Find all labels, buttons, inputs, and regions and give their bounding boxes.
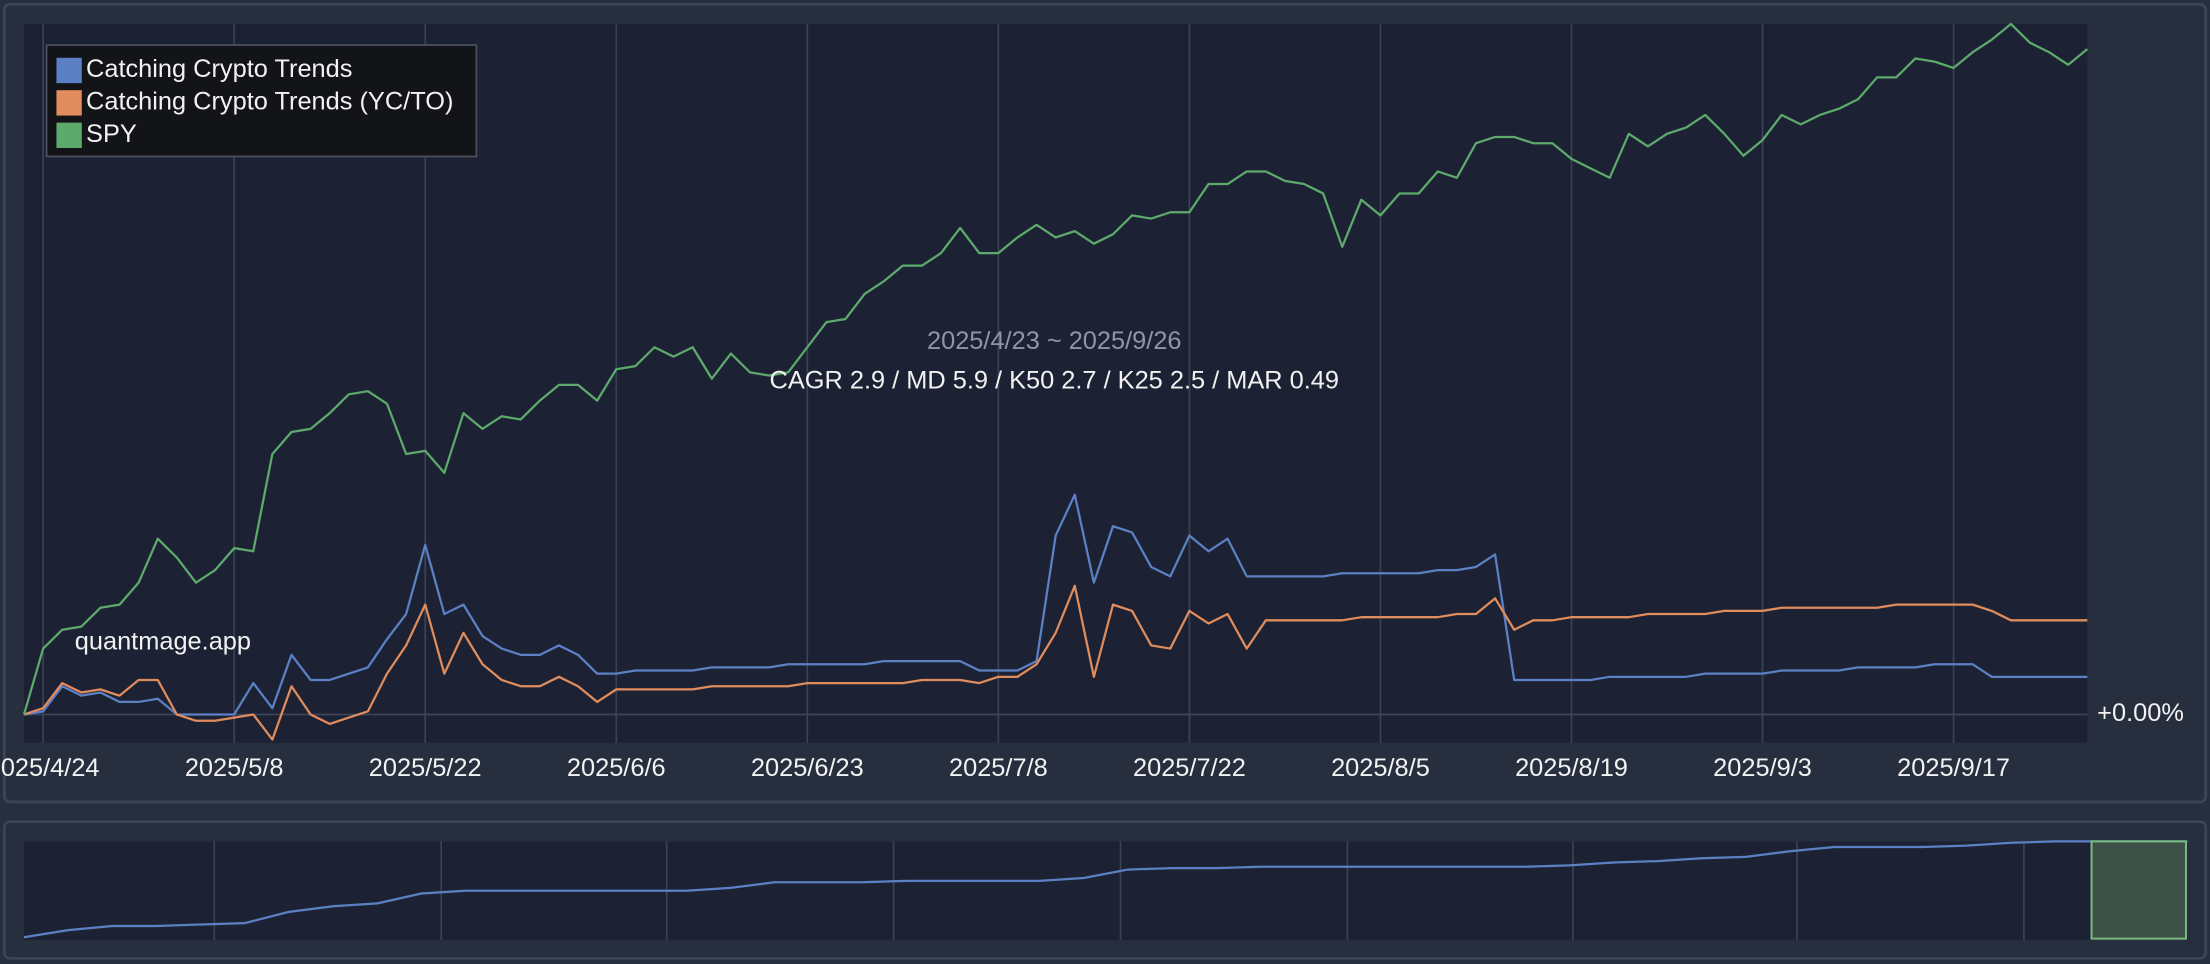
navigator-selection[interactable]	[2090, 840, 2188, 940]
series-line	[23, 840, 2188, 939]
y-tick-label: +0.00%	[2097, 699, 2184, 727]
x-tick-label: 2025/9/17	[1897, 754, 2010, 782]
legend-label: Catching Crypto Trends (YC/TO)	[86, 88, 453, 116]
x-tick-label: 2025/9/3	[1713, 754, 1812, 782]
x-tick-label: 2025/6/6	[567, 754, 666, 782]
x-tick-label: 2025/8/19	[1515, 754, 1628, 782]
series-line	[22, 22, 2089, 715]
legend: Catching Crypto Trends Catching Crypto Tr…	[45, 44, 478, 158]
x-tick-label: 2025/5/22	[369, 754, 482, 782]
lines	[22, 22, 2188, 939]
period: 2025/4/23 ~ 2025/9/26	[927, 327, 1182, 355]
x-tick-label: 2025/4/24	[0, 754, 100, 782]
legend-swatch	[56, 122, 82, 148]
legend-box	[45, 44, 478, 158]
x-tick-label: 2025/8/5	[1331, 754, 1430, 782]
watermark: quantmage.app	[75, 627, 251, 655]
legend-label: Catching Crypto Trends	[86, 55, 352, 83]
navigator-plot	[24, 841, 2188, 941]
series-line	[23, 584, 2088, 741]
x-tick-label: 2025/5/8	[185, 754, 284, 782]
x-tick-label: 2025/7/22	[1133, 754, 1246, 782]
x-tick-label: 2025/6/23	[751, 754, 864, 782]
legend-swatch	[56, 90, 82, 116]
legend-swatch	[56, 57, 82, 84]
series-line	[23, 493, 2088, 716]
x-tick-label: 2025/7/8	[949, 754, 1048, 782]
stats: CAGR 2.9 / MD 5.9 / K50 2.7 / K25 2.5 / …	[770, 367, 1339, 395]
legend-label: SPY	[86, 120, 137, 148]
